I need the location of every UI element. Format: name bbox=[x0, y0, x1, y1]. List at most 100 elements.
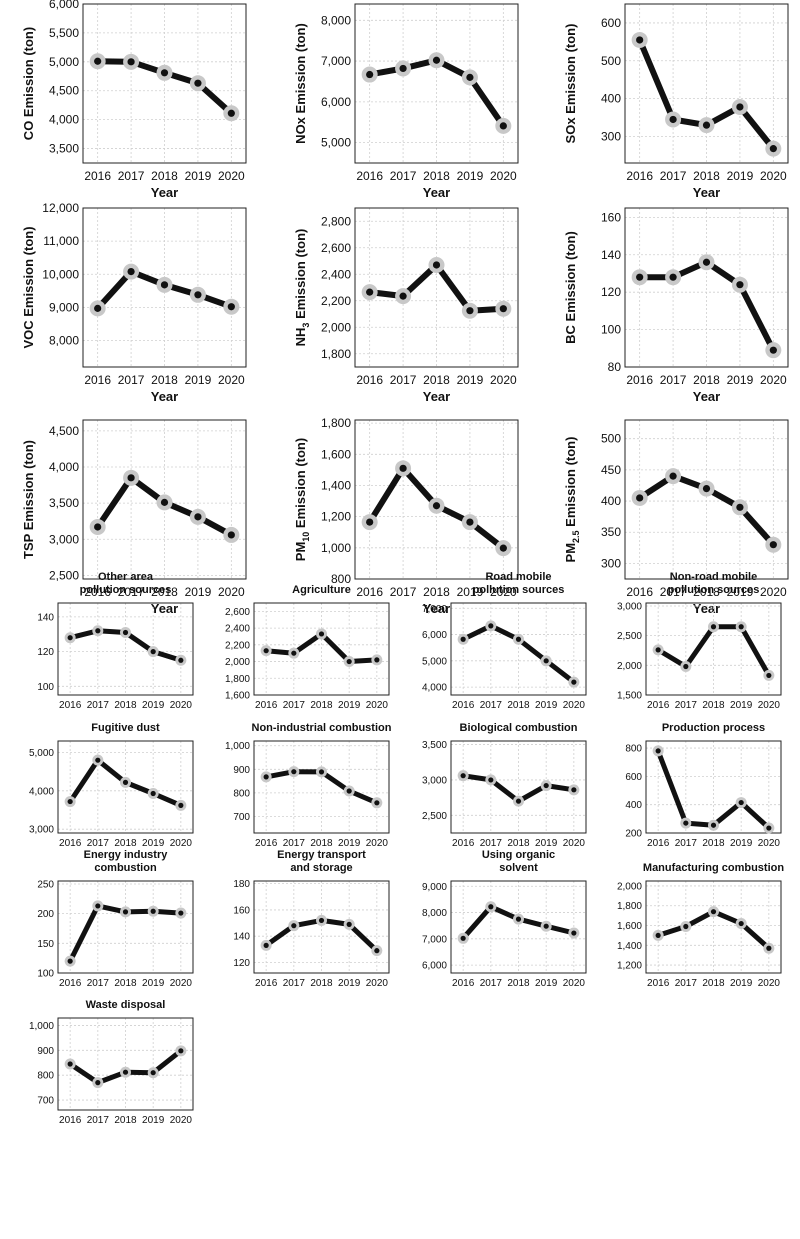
x-tick-label: 2020 bbox=[760, 373, 787, 387]
x-axis-label: Year bbox=[423, 601, 450, 616]
x-tick-label: 2017 bbox=[660, 585, 687, 599]
y-tick-label: 1,000 bbox=[225, 741, 250, 752]
x-tick-label: 2017 bbox=[87, 978, 110, 989]
data-point bbox=[94, 57, 102, 65]
y-tick-label: 9,000 bbox=[422, 882, 447, 893]
chart-panel-14: 700 800 900 1,000 2016 2017 2018 2019 2020 Non-in… bbox=[225, 722, 392, 849]
chart-panel-4: 1,800 2,000 2,200 2,400 2,600 2,800 2016 2017 20… bbox=[293, 207, 519, 404]
x-tick-label: 2018 bbox=[151, 169, 178, 183]
y-tick-label: 3,500 bbox=[422, 740, 447, 751]
data-point bbox=[122, 1069, 129, 1075]
x-tick-label: 2020 bbox=[366, 978, 389, 989]
plot-frame bbox=[450, 602, 587, 696]
x-tick-label: 2017 bbox=[118, 169, 145, 183]
data-point bbox=[499, 305, 507, 313]
data-point bbox=[346, 788, 352, 794]
y-tick-label: 1,800 bbox=[617, 901, 642, 912]
data-point bbox=[655, 932, 661, 939]
data-point bbox=[150, 1070, 156, 1076]
x-tick-label: 2019 bbox=[142, 1115, 165, 1126]
plot-frame bbox=[354, 207, 519, 368]
y-axis-label-subscript: 2.5 bbox=[571, 530, 581, 543]
panel-title: Using organic bbox=[482, 849, 555, 861]
data-point bbox=[543, 923, 549, 929]
x-tick-label: 2017 bbox=[675, 978, 698, 989]
x-tick-label: 2019 bbox=[730, 700, 753, 711]
x-tick-label: 2018 bbox=[151, 585, 178, 599]
data-point bbox=[67, 1061, 73, 1067]
y-tick-label: 5,000 bbox=[321, 136, 351, 150]
x-tick-label: 2020 bbox=[490, 585, 517, 599]
x-tick-label: 2019 bbox=[727, 169, 754, 183]
y-tick-label: 3,000 bbox=[49, 532, 79, 546]
y-tick-label: 1,600 bbox=[225, 691, 250, 702]
x-tick-label: 2020 bbox=[760, 585, 787, 599]
data-point bbox=[127, 474, 135, 482]
y-tick-label: 6,000 bbox=[49, 0, 79, 11]
x-tick-label: 2019 bbox=[185, 169, 212, 183]
chart-panel-6: 2,500 3,000 3,500 4,000 4,500 2016 2017 2018 201… bbox=[21, 419, 247, 616]
panel-title: pollution sources bbox=[668, 584, 760, 596]
y-axis-label-subscript: 3 bbox=[301, 323, 311, 328]
y-axis-label: BC Emission (ton) bbox=[563, 231, 578, 344]
y-axis-label: NH3 Emission (ton) bbox=[293, 229, 311, 347]
plot-frame bbox=[450, 740, 587, 834]
data-point bbox=[432, 261, 441, 269]
y-tick-label: 1,800 bbox=[321, 347, 351, 361]
y-tick-label: 1,000 bbox=[321, 541, 351, 555]
x-tick-label: 2020 bbox=[218, 169, 245, 183]
x-axis-label: Year bbox=[151, 389, 178, 404]
y-tick-label: 4,500 bbox=[49, 84, 79, 98]
data-point bbox=[636, 273, 644, 281]
data-point bbox=[702, 484, 711, 493]
chart-panel-15: 2,500 3,000 3,500 2016 2017 2018 2019 2020 Biolo… bbox=[422, 722, 587, 849]
data-point bbox=[95, 1080, 101, 1086]
data-point bbox=[366, 518, 374, 526]
y-tick-label: 180 bbox=[233, 879, 250, 890]
y-axis-label: VOC Emission (ton) bbox=[21, 226, 36, 348]
data-point bbox=[227, 531, 235, 539]
x-tick-label: 2016 bbox=[84, 169, 111, 183]
data-point bbox=[655, 748, 661, 754]
data-point bbox=[683, 820, 689, 826]
y-tick-label: 800 bbox=[331, 572, 351, 586]
plot-frame bbox=[253, 880, 390, 974]
x-tick-label: 2019 bbox=[338, 700, 361, 711]
data-point bbox=[291, 769, 297, 775]
data-point bbox=[543, 658, 549, 664]
chart-panel-11: 4,000 5,000 6,000 7,000 2016 2017 2018 2019 2020… bbox=[422, 571, 587, 711]
data-point bbox=[488, 777, 494, 783]
y-axis-label-text: NH bbox=[293, 328, 308, 347]
y-tick-label: 200 bbox=[625, 829, 642, 840]
x-tick-label: 2016 bbox=[59, 1115, 82, 1126]
plot-frame bbox=[57, 880, 194, 974]
x-tick-label: 2019 bbox=[338, 838, 361, 849]
data-point bbox=[736, 103, 744, 111]
x-tick-label: 2018 bbox=[702, 700, 725, 711]
y-tick-label: 2,800 bbox=[321, 214, 351, 228]
x-tick-label: 2017 bbox=[87, 1115, 110, 1126]
y-tick-label: 500 bbox=[601, 432, 621, 446]
data-point bbox=[150, 790, 156, 797]
plot-frame bbox=[354, 419, 519, 580]
panel-title: pollution sources bbox=[80, 584, 172, 596]
x-axis-label: Year bbox=[151, 601, 178, 616]
x-tick-label: 2017 bbox=[480, 700, 503, 711]
x-tick-label: 2018 bbox=[423, 169, 450, 183]
data-point bbox=[655, 647, 661, 653]
y-tick-label: 1,600 bbox=[617, 921, 642, 932]
data-point bbox=[432, 56, 441, 64]
data-point bbox=[67, 635, 73, 641]
plot-frame bbox=[645, 880, 782, 974]
plot-frame bbox=[82, 207, 247, 368]
chart-panel-12: 1,500 2,000 2,500 3,000 2016 2017 2018 2019 2020… bbox=[617, 571, 782, 711]
panel-title: and storage bbox=[290, 862, 352, 874]
x-tick-label: 2019 bbox=[457, 169, 484, 183]
y-tick-label: 500 bbox=[601, 54, 621, 68]
data-point bbox=[669, 273, 677, 281]
y-tick-label: 120 bbox=[601, 285, 621, 299]
y-tick-label: 900 bbox=[37, 1046, 54, 1057]
x-tick-label: 2020 bbox=[563, 978, 586, 989]
panel-title: Waste disposal bbox=[86, 999, 166, 1011]
